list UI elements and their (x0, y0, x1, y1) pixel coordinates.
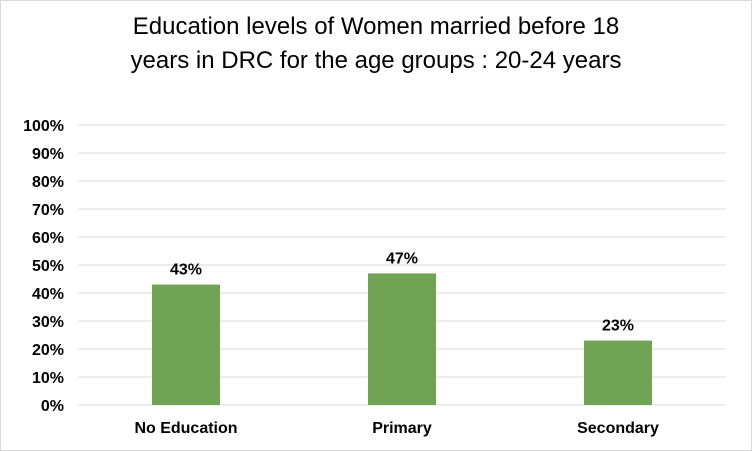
y-tick-label: 40% (32, 286, 64, 303)
bar-secondary (584, 340, 652, 405)
y-tick-label: 90% (32, 146, 64, 163)
category-label: No Education (134, 420, 237, 437)
y-tick-label: 50% (32, 258, 64, 275)
chart-title-line-1: Education levels of Women married before… (132, 13, 620, 40)
category-label: Secondary (577, 420, 659, 437)
y-tick-label: 60% (32, 230, 64, 247)
y-tick-label: 10% (32, 370, 64, 387)
bar-primary (368, 273, 436, 405)
chart-title: Education levels of Women married before… (40, 10, 712, 78)
chart-title-line-2: years in DRC for the age groups : 20-24 … (130, 47, 622, 74)
data-label: 47% (386, 250, 418, 267)
bars (152, 273, 652, 405)
y-axis-tick-labels: 0% 10% 20% 30% 40% 50% 60% 70% 80% 90% 100% (23, 118, 64, 415)
category-label: Primary (372, 420, 432, 437)
y-tick-label: 80% (32, 174, 64, 191)
y-tick-label: 30% (32, 314, 64, 331)
y-tick-label: 100% (23, 118, 64, 135)
x-axis-category-labels: No Education Primary Secondary (134, 420, 659, 437)
bar-no-education (152, 284, 220, 405)
data-label: 23% (602, 318, 634, 335)
y-tick-label: 20% (32, 342, 64, 359)
y-tick-label: 0% (41, 398, 64, 415)
data-label: 43% (170, 262, 202, 279)
y-tick-label: 70% (32, 202, 64, 219)
data-labels: 43% 47% 23% (170, 250, 634, 334)
